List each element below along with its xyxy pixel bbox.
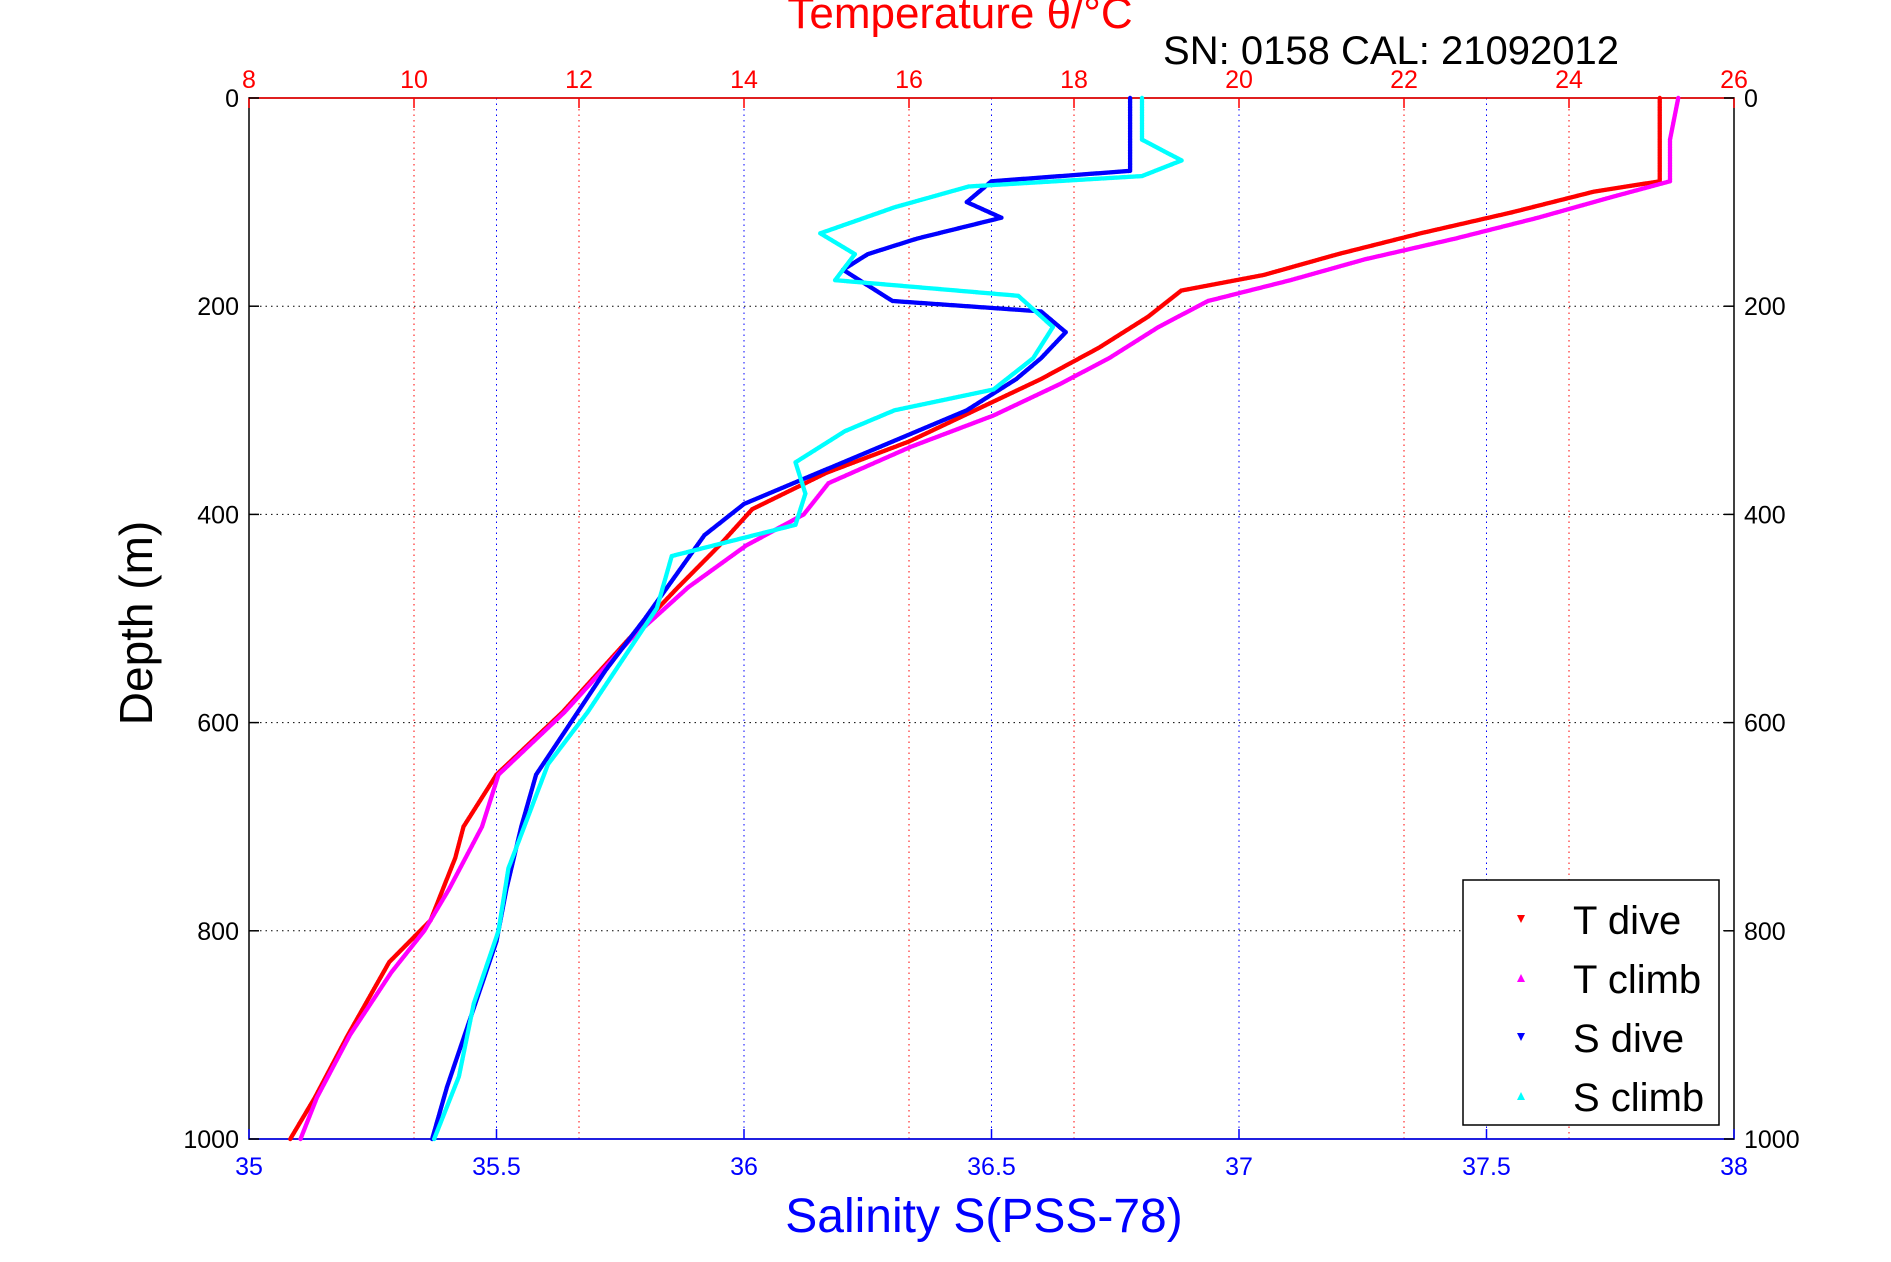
data-point bbox=[288, 1136, 293, 1142]
y-axis-label: Depth (m) bbox=[110, 521, 162, 725]
tick-label-top: 22 bbox=[1390, 66, 1418, 94]
tick-label-top: 14 bbox=[730, 66, 758, 94]
series-s-climb bbox=[431, 95, 1184, 1142]
legend-marker bbox=[1517, 974, 1525, 982]
tick-label-left: 800 bbox=[197, 918, 239, 946]
tick-label-bottom: 37.5 bbox=[1462, 1153, 1511, 1181]
legend-marker bbox=[1517, 1033, 1525, 1041]
tick-label-left: 0 bbox=[225, 85, 239, 113]
tick-labels: 8 10 12 14 16 18 20 22 24 26 35 35.5 36 36.5 37 37.5 38 0… bbox=[183, 66, 1799, 1181]
tick-label-right: 600 bbox=[1744, 710, 1786, 738]
legend-label: S climb bbox=[1573, 1076, 1704, 1120]
serial-calibration-label: SN: 0158 CAL: 21092012 bbox=[1163, 29, 1619, 73]
tick-label-top: 18 bbox=[1060, 66, 1088, 94]
tick-label-left: 600 bbox=[197, 710, 239, 738]
tick-label-left: 1000 bbox=[183, 1126, 239, 1154]
tick-label-top: 24 bbox=[1555, 66, 1583, 94]
series-t-dive bbox=[288, 95, 1662, 1142]
tick-label-left: 200 bbox=[197, 293, 239, 321]
legend-label: T climb bbox=[1573, 958, 1701, 1002]
legend-label: T dive bbox=[1573, 899, 1681, 943]
tick-label-bottom: 35.5 bbox=[472, 1153, 521, 1181]
tick-label-top: 12 bbox=[565, 66, 593, 94]
tick-label-top: 8 bbox=[242, 66, 256, 94]
tick-label-top: 10 bbox=[400, 66, 428, 94]
tick-label-bottom: 36 bbox=[730, 1153, 758, 1181]
tick-label-right: 0 bbox=[1744, 85, 1758, 113]
series-layer bbox=[288, 95, 1681, 1142]
tick-label-bottom: 38 bbox=[1720, 1153, 1748, 1181]
tick-label-right: 200 bbox=[1744, 293, 1786, 321]
legend: T dive T climb S dive S climb bbox=[1462, 879, 1720, 1126]
legend-marker bbox=[1517, 915, 1525, 923]
tick-label-top: 26 bbox=[1720, 66, 1748, 94]
tick-label-top: 20 bbox=[1225, 66, 1253, 94]
data-point bbox=[298, 1136, 303, 1142]
tick-label-top: 16 bbox=[895, 66, 923, 94]
legend-marker bbox=[1517, 1092, 1525, 1100]
tick-label-bottom: 35 bbox=[235, 1153, 263, 1181]
tick-label-right: 800 bbox=[1744, 918, 1786, 946]
x-axis-label: Salinity S(PSS-78) bbox=[785, 1190, 1182, 1243]
legend-label: S dive bbox=[1573, 1017, 1684, 1061]
tick-label-bottom: 36.5 bbox=[967, 1153, 1016, 1181]
data-point bbox=[431, 1136, 437, 1142]
tick-label-right: 400 bbox=[1744, 501, 1786, 529]
top-axis-title: Temperature θ/°C bbox=[787, 0, 1132, 38]
tick-label-bottom: 37 bbox=[1225, 1153, 1253, 1181]
series-s-dive bbox=[429, 95, 1133, 1142]
tick-label-left: 400 bbox=[197, 501, 239, 529]
legend-box bbox=[1462, 879, 1720, 1126]
tick-label-right: 1000 bbox=[1744, 1126, 1800, 1154]
